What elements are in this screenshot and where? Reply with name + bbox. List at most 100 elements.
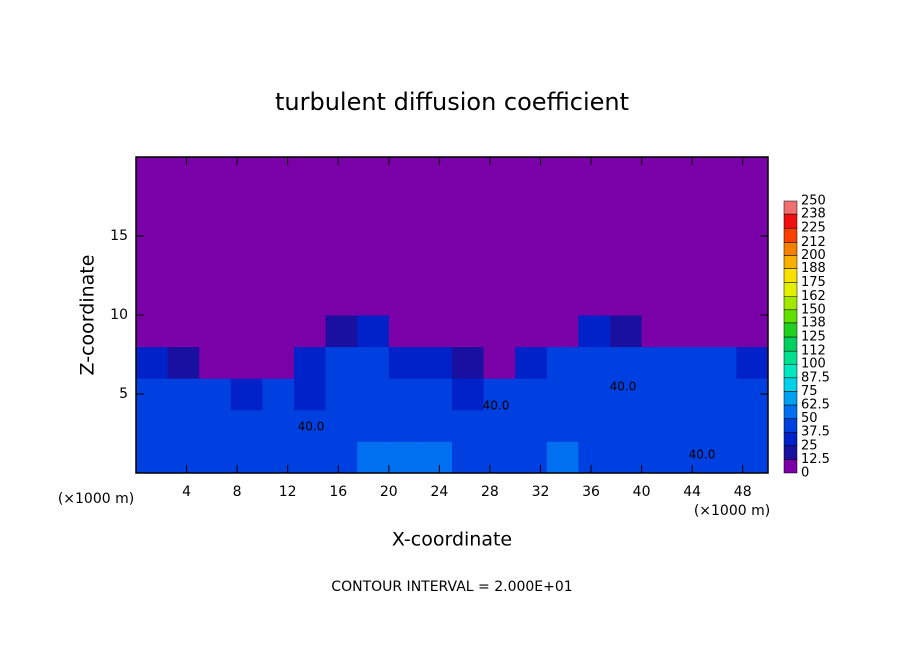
field-cell (357, 220, 390, 253)
field-cell (136, 283, 169, 316)
field-cell (736, 251, 769, 284)
colorbar-swatch (783, 309, 798, 324)
field-cell (546, 220, 579, 253)
field-cell (167, 157, 200, 190)
field-cell (578, 441, 611, 474)
field-cell (483, 346, 516, 379)
colorbar-label: 250 (801, 194, 826, 209)
field-cell (136, 315, 169, 348)
colorbar-swatch (783, 242, 798, 256)
field-cell (136, 441, 169, 474)
colorbar-label: 188 (801, 261, 826, 276)
field-cell (515, 378, 548, 411)
field-cell (546, 441, 579, 474)
field-cell (388, 251, 421, 284)
colorbar-label: 50 (801, 411, 818, 426)
field-cell (262, 441, 295, 474)
field-cell (167, 441, 200, 474)
field-cell (515, 346, 548, 379)
field-cell (199, 409, 232, 442)
contour-label: 40.0 (689, 448, 716, 462)
colorbar-label: 100 (801, 357, 826, 372)
field-cell (452, 441, 485, 474)
field-cell (704, 409, 737, 442)
field-cell (483, 157, 516, 190)
field-cell (357, 157, 390, 190)
field-cell (167, 315, 200, 348)
field-cell (546, 409, 579, 442)
field-cell (262, 315, 295, 348)
field-cell (167, 283, 200, 316)
field-cell (452, 283, 485, 316)
colorbar-label: 162 (801, 289, 826, 304)
colorbar-swatch (783, 282, 798, 297)
field-cell (452, 157, 485, 190)
x-tick-label: 48 (734, 484, 752, 500)
field-cell (673, 409, 706, 442)
colorbar-swatch (783, 255, 798, 269)
field-cell (357, 441, 390, 474)
field-cell (673, 441, 706, 474)
field-cell (578, 220, 611, 253)
field-cell (294, 441, 327, 474)
field-cell (136, 251, 169, 284)
x-unit: (×1000 m) (694, 503, 770, 519)
field-cell (262, 188, 295, 221)
field-cell (673, 220, 706, 253)
field-cell (325, 251, 358, 284)
field-cell (610, 251, 643, 284)
field-cell (199, 251, 232, 284)
field-cell (578, 315, 611, 348)
x-tick-label: 40 (633, 484, 651, 500)
field-cell (325, 315, 358, 348)
field-cell (199, 378, 232, 411)
field-cell (230, 251, 263, 284)
field-cell (294, 157, 327, 190)
colorbar-swatch (783, 431, 798, 447)
field-cell (325, 441, 358, 474)
field-cell (673, 378, 706, 411)
field-cell (546, 378, 579, 411)
field-cell (452, 409, 485, 442)
field-cell (199, 315, 232, 348)
field-cell (452, 315, 485, 348)
field-cell (610, 346, 643, 379)
colorbar-label: 25 (801, 438, 818, 453)
field-cell (452, 378, 485, 411)
field-cell (262, 157, 295, 190)
field-cell (546, 157, 579, 190)
field-cell (357, 378, 390, 411)
field-cell (294, 220, 327, 253)
field-cell (515, 283, 548, 316)
field-cell (452, 346, 485, 379)
field-cell (294, 346, 327, 379)
colorbar-swatch (783, 404, 798, 419)
field-cell (167, 220, 200, 253)
field-cell (420, 283, 453, 316)
field-cell (546, 315, 579, 348)
y-tick-label: 10 (110, 307, 128, 323)
field-cell (230, 315, 263, 348)
field-cell (420, 157, 453, 190)
colorbar-swatch (783, 200, 798, 215)
colorbar-label: 225 (801, 221, 826, 236)
field-cell (641, 441, 674, 474)
field-cell (420, 220, 453, 253)
field-cell (578, 346, 611, 379)
field-cell (483, 251, 516, 284)
field-cell (515, 441, 548, 474)
x-tick-label: 4 (182, 484, 191, 500)
field-cell (546, 283, 579, 316)
field-cell (673, 157, 706, 190)
field-cell (515, 220, 548, 253)
field-cell (262, 378, 295, 411)
x-tick-label: 36 (582, 484, 600, 500)
field-cell (388, 283, 421, 316)
field-cell (610, 283, 643, 316)
colorbar-label: 12.5 (801, 452, 830, 467)
field-cell (515, 409, 548, 442)
field-cell (546, 346, 579, 379)
field-cell (294, 378, 327, 411)
field-cell (641, 346, 674, 379)
